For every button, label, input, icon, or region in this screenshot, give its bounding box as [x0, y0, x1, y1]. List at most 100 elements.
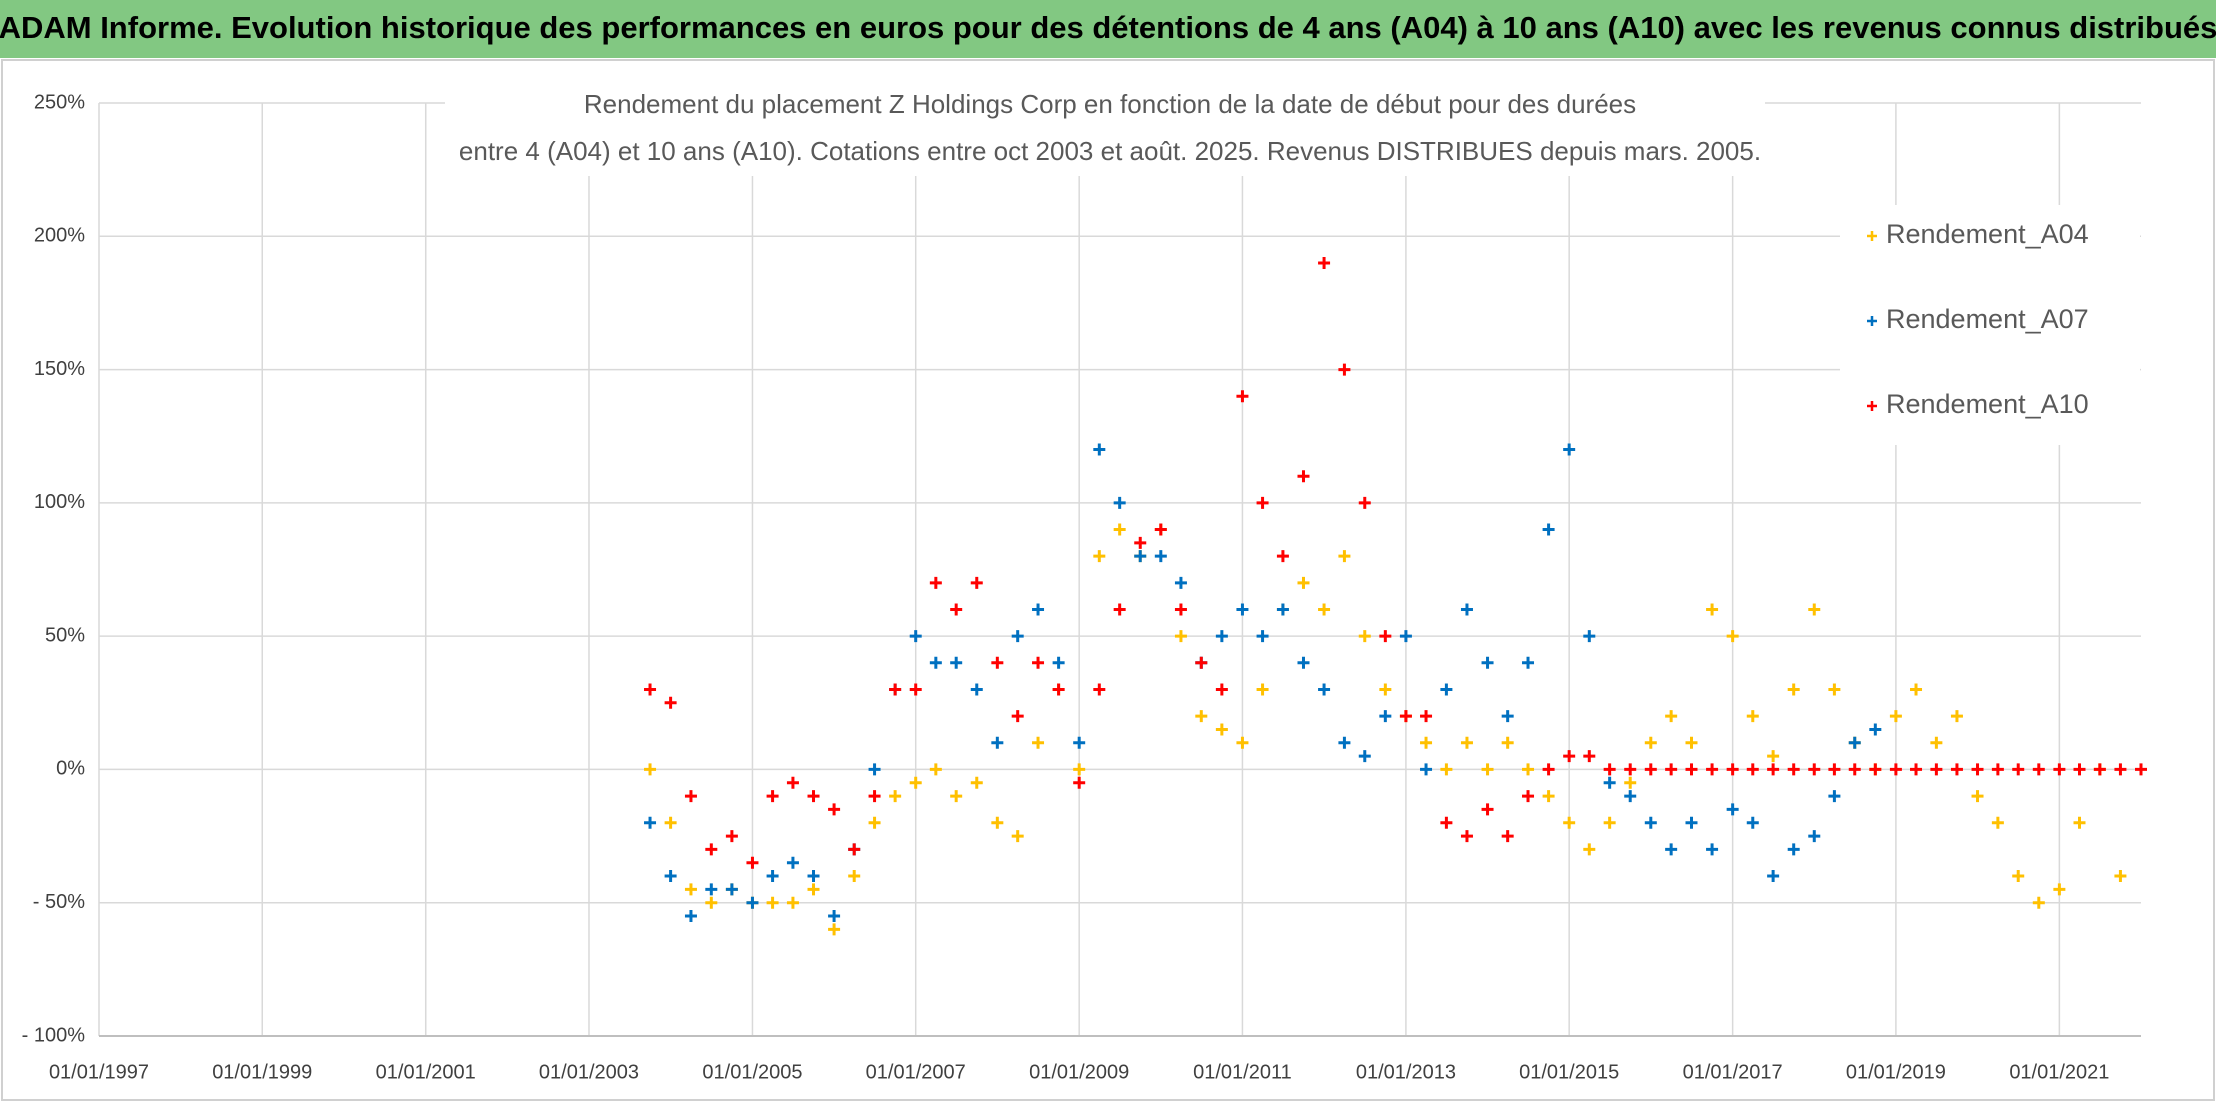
data-point	[1685, 816, 1698, 829]
data-point	[1787, 763, 1800, 776]
data-point	[2073, 763, 2086, 776]
data-point	[1971, 790, 1984, 803]
data-point	[1297, 656, 1310, 669]
data-point	[1501, 710, 1514, 723]
data-point	[1563, 750, 1576, 763]
data-point	[1685, 736, 1698, 749]
data-point	[1706, 843, 1719, 856]
data-point	[1379, 710, 1392, 723]
data-point	[1195, 710, 1208, 723]
data-point	[644, 763, 657, 776]
data-point	[1767, 870, 1780, 883]
data-point	[1583, 750, 1596, 763]
data-point	[1726, 803, 1739, 816]
x-tick-label: 01/01/2011	[1193, 1061, 1292, 1083]
data-point	[1808, 830, 1821, 843]
data-point	[1746, 816, 1759, 829]
data-point	[1665, 710, 1678, 723]
data-point	[950, 603, 963, 616]
data-point	[766, 790, 779, 803]
data-point	[1113, 603, 1126, 616]
data-point	[1256, 683, 1269, 696]
data-point	[1603, 816, 1616, 829]
data-point	[1011, 710, 1024, 723]
data-point	[1154, 523, 1167, 536]
data-point	[1481, 763, 1494, 776]
data-point	[1399, 630, 1412, 643]
data-point	[828, 803, 841, 816]
data-point	[1706, 603, 1719, 616]
chart-title: Rendement du placement Z Holdings Corp e…	[584, 89, 1636, 119]
legend-label: Rendement_A04	[1886, 219, 2089, 249]
data-point	[950, 656, 963, 669]
data-point	[2053, 763, 2066, 776]
data-point	[1420, 763, 1433, 776]
data-point	[684, 910, 697, 923]
data-point	[1318, 683, 1331, 696]
legend-label: Rendement_A07	[1886, 304, 2089, 334]
data-point	[1889, 763, 1902, 776]
data-point	[1052, 656, 1065, 669]
data-point	[950, 790, 963, 803]
data-point	[684, 883, 697, 896]
y-tick-label: 150%	[34, 358, 85, 380]
data-point	[1134, 550, 1147, 563]
data-point	[1563, 816, 1576, 829]
data-point	[1746, 763, 1759, 776]
data-point	[1522, 656, 1535, 669]
data-point	[929, 763, 942, 776]
data-point	[1889, 710, 1902, 723]
data-point	[1338, 550, 1351, 563]
x-tick-label: 01/01/1999	[212, 1061, 312, 1083]
x-tick-label: 01/01/2001	[376, 1061, 476, 1083]
y-tick-label: 50%	[45, 624, 85, 646]
data-point	[1726, 630, 1739, 643]
data-point	[1767, 763, 1780, 776]
data-point	[1236, 736, 1249, 749]
data-point	[1236, 390, 1249, 403]
data-point	[1215, 683, 1228, 696]
data-point	[1624, 763, 1637, 776]
data-point	[1215, 630, 1228, 643]
data-point	[1338, 363, 1351, 376]
data-point	[1195, 656, 1208, 669]
data-point	[1011, 830, 1024, 843]
data-point	[1910, 763, 1923, 776]
chart-border	[1, 59, 2215, 1101]
data-point	[1787, 683, 1800, 696]
x-tick-label: 01/01/2021	[2009, 1061, 2109, 1083]
data-point	[1828, 763, 1841, 776]
data-point	[1358, 750, 1371, 763]
data-point	[1481, 656, 1494, 669]
data-point	[909, 776, 922, 789]
data-point	[1440, 763, 1453, 776]
data-point	[1828, 790, 1841, 803]
data-point	[1011, 630, 1024, 643]
y-tick-label: 200%	[34, 225, 85, 247]
data-point	[1460, 736, 1473, 749]
data-point	[1174, 630, 1187, 643]
y-tick-label: 100%	[34, 491, 85, 513]
x-tick-label: 01/01/2007	[866, 1061, 966, 1083]
data-point	[1338, 736, 1351, 749]
data-point	[2032, 896, 2045, 909]
data-point	[1276, 603, 1289, 616]
header-title: ADAM Informe. Evolution historique des p…	[0, 10, 2216, 45]
data-point	[1522, 790, 1535, 803]
data-point	[1358, 496, 1371, 509]
legend-label: Rendement_A10	[1886, 389, 2089, 419]
y-tick-label: 250%	[34, 91, 85, 113]
data-point	[1379, 630, 1392, 643]
data-point	[1073, 736, 1086, 749]
data-point	[1113, 523, 1126, 536]
y-tick-label: - 50%	[33, 891, 85, 913]
data-point	[1930, 763, 1943, 776]
data-point	[889, 790, 902, 803]
legend-marker	[1867, 316, 1877, 326]
data-point	[1481, 803, 1494, 816]
data-point	[1093, 443, 1106, 456]
data-point	[1460, 603, 1473, 616]
data-point	[1808, 603, 1821, 616]
data-point	[1052, 683, 1065, 696]
data-point	[1787, 843, 1800, 856]
